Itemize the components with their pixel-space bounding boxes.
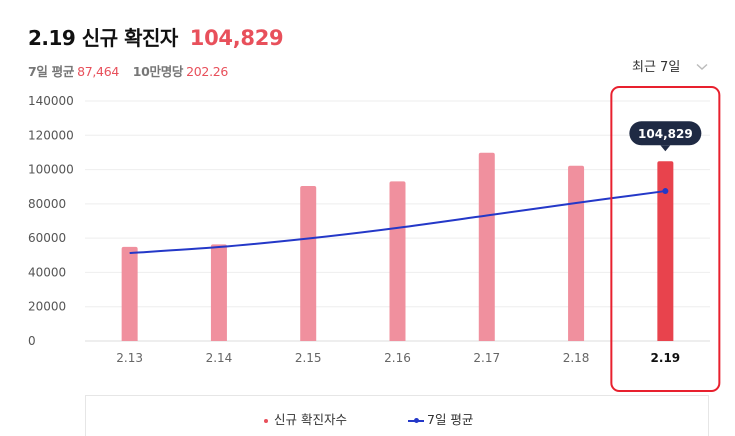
x-tick-label: 2.16 (384, 351, 411, 365)
legend-label-weekly-average: 7일 평균 (427, 412, 474, 427)
cases-chart: 140000120000100000800006000040000200000 … (28, 86, 721, 392)
average-line (129, 190, 666, 255)
legend-dot-icon (264, 418, 268, 423)
x-tick-label: 2.14 (206, 351, 233, 365)
per-100k-value: 202.26 (186, 64, 229, 79)
tooltip-pointer (660, 145, 671, 152)
x-tick-label: 2.19 (651, 351, 681, 365)
chevron-down-icon[interactable] (696, 60, 708, 75)
bar-2.16 (389, 181, 406, 341)
period-selector[interactable]: 최근 7일 (632, 56, 708, 75)
legend-label-new-cases: 신규 확진자수 (274, 412, 347, 427)
y-tick-label: 0 (28, 334, 36, 348)
y-tick-label: 20000 (28, 300, 66, 314)
y-tick-label: 60000 (28, 231, 66, 245)
legend-item-new-cases[interactable]: 신규 확진자수 (264, 409, 347, 428)
weekly-average-value: 87,464 (77, 64, 120, 79)
x-tick-label: 2.13 (116, 351, 143, 365)
chart-header: 2.19 신규 확진자 104,829 7일 평균 87,464 10만명당 202… (28, 22, 284, 80)
legend-frame (85, 395, 709, 436)
y-tick-label: 140000 (28, 94, 74, 108)
bar-2.17 (478, 152, 495, 341)
highlight-frame (610, 86, 721, 392)
tooltip-bubble (629, 121, 702, 146)
x-tick-label: 2.18 (563, 351, 590, 365)
period-selector-label: 최근 7일 (632, 60, 681, 75)
chart-legend: 신규 확진자수 7일 평균 (0, 395, 735, 436)
bar-2.18 (568, 165, 585, 341)
average-point-2.19 (662, 188, 669, 195)
chart-title: 2.19 신규 확진자 (28, 26, 178, 50)
y-tick-label: 40000 (28, 265, 66, 279)
new-cases-value: 104,829 (189, 26, 284, 50)
weekly-average-label: 7일 평균 (28, 64, 75, 79)
bar-2.19 (657, 161, 674, 341)
legend-item-weekly-average[interactable]: 7일 평균 (408, 409, 473, 428)
per-100k-label: 10만명당 (132, 64, 184, 79)
y-tick-label: 120000 (28, 128, 74, 142)
bar-2.15 (300, 186, 317, 341)
legend-line-icon (408, 416, 424, 426)
x-tick-label: 2.17 (473, 351, 500, 365)
x-tick-label: 2.15 (295, 351, 322, 365)
y-tick-label: 100000 (28, 163, 74, 177)
y-tick-label: 80000 (28, 197, 66, 211)
tooltip-value: 104,829 (638, 127, 693, 141)
bar-2.13 (121, 246, 138, 341)
bar-2.14 (210, 244, 227, 341)
